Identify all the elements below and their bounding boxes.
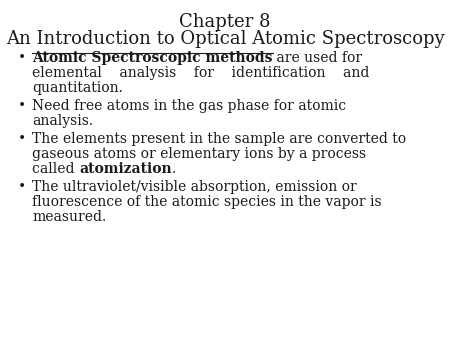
Text: are used for: are used for — [273, 51, 363, 65]
Text: atomization: atomization — [79, 162, 171, 176]
Text: •: • — [18, 99, 26, 113]
Text: .: . — [171, 162, 176, 176]
Text: •: • — [18, 180, 26, 194]
Text: gaseous atoms or elementary ions by a process: gaseous atoms or elementary ions by a pr… — [32, 147, 366, 161]
Text: •: • — [18, 51, 26, 65]
Text: called: called — [32, 162, 79, 176]
Text: analysis.: analysis. — [32, 114, 93, 128]
Text: •: • — [18, 132, 26, 146]
Text: Need free atoms in the gas phase for atomic: Need free atoms in the gas phase for ato… — [32, 99, 346, 113]
Text: Chapter 8: Chapter 8 — [179, 13, 271, 31]
Text: Atomic Spectroscopic methods: Atomic Spectroscopic methods — [32, 51, 273, 65]
Text: quantitation.: quantitation. — [32, 81, 123, 95]
Text: The elements present in the sample are converted to: The elements present in the sample are c… — [32, 132, 406, 146]
Text: The ultraviolet/visible absorption, emission or: The ultraviolet/visible absorption, emis… — [32, 180, 357, 194]
Text: fluorescence of the atomic species in the vapor is: fluorescence of the atomic species in th… — [32, 195, 382, 209]
Text: measured.: measured. — [32, 210, 106, 224]
Text: An Introduction to Optical Atomic Spectroscopy: An Introduction to Optical Atomic Spectr… — [6, 30, 444, 48]
Text: elemental    analysis    for    identification    and: elemental analysis for identification an… — [32, 66, 369, 80]
